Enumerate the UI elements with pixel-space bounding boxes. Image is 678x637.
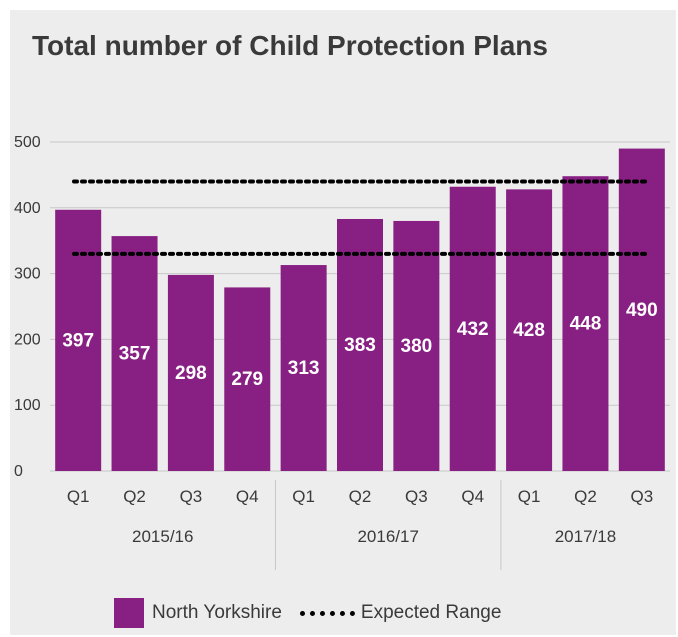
y-tick-label: 200	[14, 331, 41, 348]
bar	[562, 176, 609, 471]
chart-panel: Total number of Child Protection Plans 0…	[10, 10, 676, 635]
bar-value-label: 428	[513, 320, 545, 341]
legend-swatch-north-yorkshire	[114, 598, 144, 628]
x-group-label: 2017/18	[555, 527, 616, 546]
x-tick-label: Q3	[630, 487, 653, 506]
bar	[337, 218, 383, 471]
x-tick-label: Q2	[349, 487, 372, 506]
y-tick-label: 0	[14, 463, 23, 480]
bar	[224, 287, 271, 471]
y-tick-label: 100	[14, 397, 41, 414]
legend-label-expected-range: Expected Range	[360, 602, 502, 623]
legend: North Yorkshire Expected Range	[114, 598, 519, 628]
bar	[280, 265, 327, 471]
x-group-label: 2016/17	[357, 527, 418, 546]
bar-value-label: 490	[626, 300, 658, 321]
bar-chart: 0 100 200 300 400 500 397 Q1 357 Q2 298 Q3 279 Q4 313 Q…	[14, 134, 670, 570]
bar-value-label: 279	[231, 369, 263, 390]
bar-value-label: 383	[344, 335, 376, 356]
x-tick-label: Q4	[236, 487, 259, 506]
bar	[111, 236, 158, 471]
y-tick-label: 400	[14, 200, 41, 217]
x-tick-label: Q4	[461, 487, 484, 506]
bar	[393, 220, 440, 471]
legend-label-north-yorkshire: North Yorkshire	[152, 602, 282, 623]
x-tick-label: Q2	[123, 487, 146, 506]
x-tick-label: Q3	[180, 487, 203, 506]
bar-value-label: 432	[457, 319, 489, 340]
bar-value-label: 313	[288, 358, 320, 379]
legend-item-expected-range: Expected Range	[299, 602, 502, 624]
bar-value-label: 380	[401, 336, 433, 357]
bar-value-label: 357	[119, 344, 151, 365]
bar	[506, 189, 553, 471]
x-tick-label: Q2	[574, 487, 597, 506]
x-group-label: 2015/16	[132, 527, 193, 546]
bar	[449, 186, 496, 471]
bar-value-label: 448	[570, 314, 602, 335]
x-tick-label: Q1	[518, 487, 541, 506]
x-tick-label: Q1	[67, 487, 90, 506]
y-tick-label: 500	[14, 134, 41, 151]
bar-value-label: 298	[175, 363, 207, 384]
x-tick-label: Q3	[405, 487, 428, 506]
y-tick-label: 300	[14, 266, 41, 283]
legend-dotted-line	[299, 610, 355, 616]
bar	[167, 274, 214, 471]
chart-title: Total number of Child Protection Plans	[32, 30, 548, 61]
bar-value-label: 397	[62, 330, 94, 351]
bar	[618, 148, 665, 471]
legend-item-series: North Yorkshire	[114, 598, 282, 628]
x-tick-label: Q1	[292, 487, 315, 506]
